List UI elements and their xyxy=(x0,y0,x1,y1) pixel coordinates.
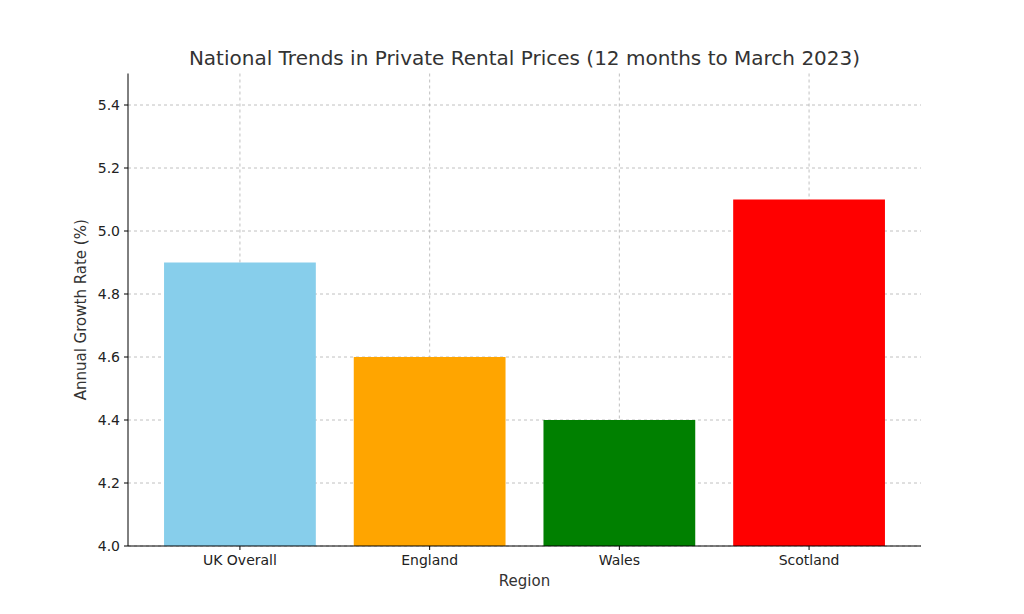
chart-title: National Trends in Private Rental Prices… xyxy=(189,46,860,70)
y-tick xyxy=(124,357,128,358)
x-tick-label: UK Overall xyxy=(203,552,277,568)
x-tick-label: Wales xyxy=(599,552,640,568)
bar xyxy=(733,200,885,547)
y-axis-line xyxy=(128,74,129,547)
y-tick-label: 4.2 xyxy=(98,475,120,491)
y-tick xyxy=(124,231,128,232)
x-tick xyxy=(809,546,810,550)
y-tick-label: 4.0 xyxy=(98,538,120,554)
y-tick-label: 5.4 xyxy=(98,97,120,113)
y-tick xyxy=(124,168,128,169)
x-axis-label: Region xyxy=(499,572,550,590)
x-tick-label: Scotland xyxy=(779,552,840,568)
chart-container: 4.0 4.2 4.4 4.6 4.8 5.0 5.2 5.4 UK Overall Englan… xyxy=(0,0,1024,614)
x-tick-label: England xyxy=(401,552,458,568)
y-tick-label: 4.8 xyxy=(98,286,120,302)
grid-line-y xyxy=(128,546,921,547)
y-tick-label: 5.2 xyxy=(98,160,120,176)
axes: 4.0 4.2 4.4 4.6 4.8 5.0 5.2 5.4 UK Overall Englan… xyxy=(98,74,921,569)
y-tick xyxy=(124,546,128,547)
y-axis-label: Annual Growth Rate (%) xyxy=(72,219,90,400)
chart-svg: 4.0 4.2 4.4 4.6 4.8 5.0 5.2 5.4 UK Overall Englan… xyxy=(0,0,1024,614)
x-tick xyxy=(429,546,430,550)
y-tick xyxy=(124,420,128,421)
bar xyxy=(164,263,316,547)
bars xyxy=(164,200,885,547)
x-tick xyxy=(619,546,620,550)
grid-line-y xyxy=(128,105,921,106)
y-tick-label: 5.0 xyxy=(98,223,120,239)
bar xyxy=(543,420,695,546)
grid-line-y xyxy=(128,168,921,169)
y-tick xyxy=(124,294,128,295)
grid xyxy=(128,74,921,547)
bar xyxy=(354,357,506,546)
x-tick xyxy=(239,546,240,550)
y-tick xyxy=(124,105,128,106)
y-tick-label: 4.4 xyxy=(98,412,120,428)
x-axis-line xyxy=(128,546,921,547)
y-tick-label: 4.6 xyxy=(98,349,120,365)
y-tick xyxy=(124,483,128,484)
